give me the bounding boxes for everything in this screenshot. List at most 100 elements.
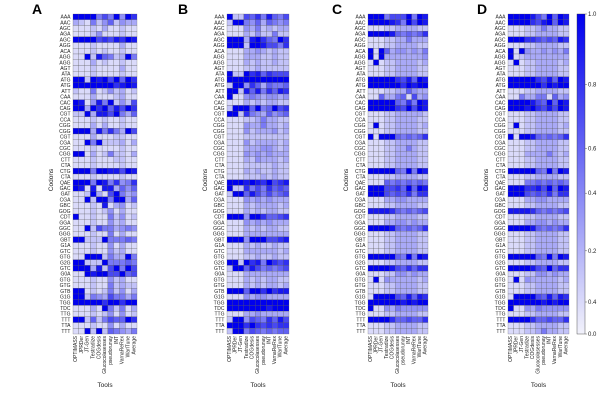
row-label: AGG <box>213 60 224 66</box>
heatmap-cell <box>113 88 120 95</box>
heatmap-cell <box>507 105 514 112</box>
heatmap-cell <box>90 179 97 186</box>
heatmap-cell <box>378 288 385 295</box>
heatmap-cell <box>255 322 261 329</box>
heatmap-cell <box>232 82 239 89</box>
heatmap-cell <box>72 288 79 295</box>
heatmap-cell <box>101 311 109 317</box>
heatmap-cell <box>84 219 91 226</box>
heatmap-cell <box>535 311 542 317</box>
heatmap-cell <box>107 328 114 335</box>
heatmap-cell <box>107 191 114 197</box>
heatmap-cell <box>513 276 520 283</box>
heatmap-cell <box>283 59 290 66</box>
heatmap-cell <box>72 191 79 197</box>
heatmap-cell <box>78 36 85 43</box>
heatmap-cell <box>552 53 559 60</box>
heatmap-cell <box>283 242 290 249</box>
heatmap-cell <box>96 168 103 175</box>
heatmap-cell <box>411 111 418 117</box>
heatmap-cell <box>119 53 126 60</box>
heatmap-cell <box>518 133 525 140</box>
heatmap-cell <box>271 128 278 135</box>
heatmap-cell <box>90 248 97 255</box>
heatmap-cell <box>541 322 547 329</box>
row-label: QAE <box>214 180 225 186</box>
heatmap-cell <box>373 219 380 226</box>
heatmap-cell <box>232 128 239 135</box>
heatmap-cell <box>101 253 109 260</box>
heatmap-cell <box>260 128 267 135</box>
heatmap-cell <box>378 82 385 89</box>
row-label: TTA <box>356 323 366 329</box>
heatmap-cell <box>422 116 429 123</box>
heatmap-cell <box>107 168 114 175</box>
heatmap-cell <box>78 219 85 226</box>
heatmap-cell <box>84 242 91 249</box>
heatmap-cell <box>422 42 429 49</box>
heatmap-cell <box>546 253 553 260</box>
heatmap-cell <box>78 19 85 26</box>
heatmap-cell <box>378 179 385 186</box>
heatmap-cell <box>563 231 570 237</box>
heatmap-cell <box>255 88 261 95</box>
heatmap-cell <box>226 242 233 249</box>
heatmap-cell <box>260 133 267 140</box>
heatmap-cell <box>535 185 542 192</box>
heatmap-cell <box>541 122 547 129</box>
heatmap-cell <box>395 65 401 72</box>
heatmap-cell <box>101 139 109 146</box>
heatmap-cell <box>78 299 85 306</box>
row-label: TTG <box>356 312 366 318</box>
heatmap-cell <box>535 225 542 232</box>
heatmap-cell <box>78 162 85 169</box>
heatmap-cell <box>96 311 103 317</box>
heatmap-cell <box>400 316 407 323</box>
heatmap-cell <box>400 191 407 197</box>
heatmap-cell <box>238 208 245 215</box>
heatmap-cell <box>125 53 132 60</box>
heatmap-cell <box>524 311 531 317</box>
heatmap-cell <box>552 13 559 20</box>
heatmap-cell <box>96 173 103 180</box>
heatmap-cell <box>373 328 380 335</box>
heatmap-cell <box>260 282 267 289</box>
heatmap-cell <box>416 213 423 220</box>
heatmap-cell <box>226 305 233 312</box>
heatmap-cell <box>96 116 103 123</box>
heatmap-cell <box>249 311 256 317</box>
heatmap-cell <box>255 42 261 49</box>
row-label: GAC <box>60 186 71 192</box>
heatmap-cell <box>411 202 418 209</box>
heatmap-cell <box>557 156 564 163</box>
heatmap-cell <box>400 151 407 157</box>
heatmap-cell <box>422 248 429 255</box>
heatmap-cell <box>238 213 245 220</box>
heatmap-cell <box>416 122 423 129</box>
heatmap-cell <box>277 53 284 60</box>
row-label: GBT <box>214 237 224 243</box>
heatmap-cell <box>107 282 114 289</box>
heatmap-cell <box>546 36 553 43</box>
row-label: GBC <box>355 203 366 209</box>
heatmap-cell <box>373 99 380 106</box>
heatmap-cell <box>113 13 120 20</box>
heatmap-cell <box>367 31 374 37</box>
heatmap-cell <box>78 99 85 106</box>
heatmap-cell <box>563 316 570 323</box>
heatmap-cell <box>411 259 418 266</box>
heatmap-cell <box>266 36 273 43</box>
heatmap-cell <box>260 162 267 169</box>
heatmap-cell <box>535 145 542 152</box>
heatmap-cell <box>406 168 412 175</box>
heatmap-cell <box>384 116 390 123</box>
heatmap-cell <box>557 133 564 140</box>
row-label: GAC <box>495 186 506 192</box>
heatmap-cell <box>546 19 553 26</box>
heatmap-cell <box>266 208 273 215</box>
heatmap-cell <box>255 305 261 312</box>
heatmap-cell <box>283 48 290 55</box>
heatmap-cell <box>422 293 429 300</box>
heatmap-cell <box>243 276 250 283</box>
heatmap-cell <box>101 13 109 20</box>
